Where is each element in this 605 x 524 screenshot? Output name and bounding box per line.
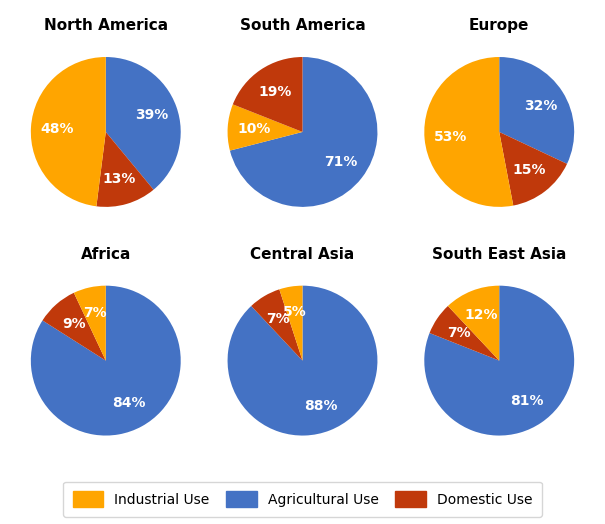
Wedge shape [96, 132, 154, 207]
Wedge shape [499, 57, 574, 164]
Text: 12%: 12% [465, 308, 498, 322]
Wedge shape [31, 286, 181, 435]
Legend: Industrial Use, Agricultural Use, Domestic Use: Industrial Use, Agricultural Use, Domest… [63, 482, 542, 517]
Text: 32%: 32% [524, 99, 557, 113]
Wedge shape [230, 57, 378, 207]
Text: 84%: 84% [113, 396, 146, 410]
Wedge shape [430, 306, 499, 361]
Text: 15%: 15% [512, 163, 546, 178]
Text: 53%: 53% [434, 129, 468, 144]
Title: North America: North America [44, 18, 168, 33]
Text: 71%: 71% [324, 155, 358, 169]
Wedge shape [251, 289, 302, 361]
Text: 81%: 81% [510, 394, 543, 408]
Title: Central Asia: Central Asia [250, 247, 355, 261]
Wedge shape [424, 286, 574, 435]
Text: 48%: 48% [41, 122, 74, 136]
Title: South East Asia: South East Asia [432, 247, 566, 261]
Text: 7%: 7% [83, 306, 107, 320]
Text: 9%: 9% [62, 317, 85, 331]
Title: Africa: Africa [80, 247, 131, 261]
Wedge shape [233, 57, 302, 132]
Text: 13%: 13% [103, 172, 136, 185]
Title: Europe: Europe [469, 18, 529, 33]
Wedge shape [227, 104, 302, 150]
Text: 5%: 5% [283, 305, 307, 320]
Wedge shape [424, 57, 513, 207]
Text: 10%: 10% [237, 122, 270, 136]
Wedge shape [74, 286, 106, 361]
Wedge shape [31, 57, 106, 206]
Wedge shape [42, 293, 106, 361]
Wedge shape [106, 57, 181, 190]
Text: 7%: 7% [266, 312, 290, 326]
Text: 39%: 39% [135, 108, 168, 123]
Wedge shape [280, 286, 302, 361]
Title: South America: South America [240, 18, 365, 33]
Wedge shape [499, 132, 567, 205]
Text: 7%: 7% [447, 326, 471, 340]
Text: 19%: 19% [258, 85, 292, 99]
Text: 88%: 88% [304, 399, 337, 413]
Wedge shape [227, 286, 378, 435]
Wedge shape [448, 286, 499, 361]
